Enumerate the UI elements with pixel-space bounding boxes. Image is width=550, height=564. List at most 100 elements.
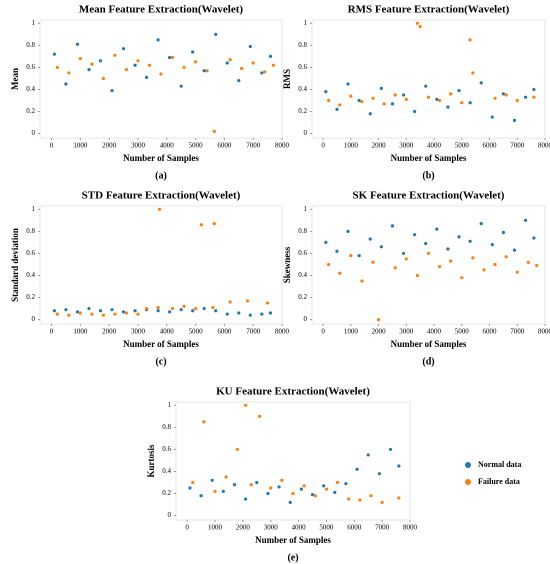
- point: [324, 90, 328, 94]
- point: [401, 93, 406, 97]
- point: [147, 63, 152, 67]
- x-tick-label: 5000: [189, 142, 204, 150]
- y-tick-label: 0.8: [26, 41, 35, 49]
- point: [460, 101, 464, 105]
- point: [156, 38, 160, 42]
- point: [90, 62, 94, 66]
- point: [113, 53, 117, 57]
- x-axis-label: Number of Samples: [391, 153, 467, 163]
- point: [490, 115, 494, 119]
- point: [437, 98, 442, 103]
- point: [67, 313, 71, 317]
- point: [338, 103, 342, 107]
- point: [55, 312, 59, 316]
- point: [288, 500, 292, 504]
- x-tick-label: 1000: [344, 142, 359, 150]
- point: [310, 493, 315, 497]
- point: [214, 32, 218, 36]
- x-tick-label: 2000: [102, 142, 117, 150]
- point: [291, 491, 295, 496]
- point: [251, 61, 255, 65]
- point: [358, 498, 362, 502]
- legend-marker: [465, 479, 471, 485]
- point: [335, 480, 340, 485]
- point: [333, 490, 337, 495]
- x-tick-label: 6000: [217, 328, 232, 336]
- y-tick-label: 0.8: [162, 423, 171, 431]
- point: [535, 263, 539, 268]
- legend-label: Normal data: [478, 460, 521, 469]
- y-tick-label: 1: [304, 19, 308, 27]
- y-axis-label: RMS: [282, 69, 292, 89]
- point: [515, 98, 519, 103]
- point: [260, 71, 264, 75]
- point: [235, 447, 239, 452]
- point: [170, 306, 175, 311]
- point: [168, 310, 172, 314]
- point: [268, 54, 273, 58]
- point: [460, 276, 464, 280]
- point: [523, 218, 528, 222]
- point: [191, 50, 195, 54]
- point: [263, 70, 267, 74]
- x-tick-label: 2000: [102, 328, 117, 336]
- x-tick-label: 0: [50, 142, 54, 150]
- point: [157, 207, 162, 211]
- point: [193, 60, 198, 64]
- point: [170, 55, 175, 60]
- point: [446, 247, 450, 251]
- point: [335, 249, 339, 253]
- plot-area: [39, 19, 283, 139]
- point: [265, 301, 270, 305]
- point: [228, 300, 232, 304]
- x-tick-label: 1000: [73, 328, 88, 336]
- y-axis-label: Mean: [10, 68, 20, 90]
- point: [188, 486, 192, 490]
- point: [327, 98, 331, 103]
- point: [523, 95, 528, 99]
- point: [490, 242, 494, 247]
- point: [156, 309, 160, 313]
- x-tick-label: 0: [185, 524, 189, 532]
- chart-title: SK Feature Extraction(Wavelet): [353, 190, 505, 202]
- point: [501, 92, 505, 96]
- point: [113, 312, 117, 316]
- point: [493, 96, 497, 100]
- y-tick-label: 0.2: [298, 107, 307, 115]
- point: [515, 270, 519, 274]
- point: [479, 222, 483, 226]
- chart-title: KU Feature Extraction(Wavelet): [216, 386, 370, 398]
- point: [199, 223, 203, 227]
- point: [199, 494, 203, 498]
- point: [133, 309, 137, 313]
- point: [67, 71, 71, 75]
- y-tick-label: 0.8: [298, 227, 307, 235]
- x-tick-label: 2000: [372, 142, 387, 150]
- x-axis-label: Number of Samples: [123, 153, 199, 163]
- y-tick-label: 0.2: [162, 489, 171, 497]
- point: [388, 447, 393, 452]
- point: [526, 260, 530, 264]
- point: [260, 312, 264, 316]
- point: [121, 310, 126, 314]
- point: [512, 118, 517, 122]
- point: [435, 227, 439, 231]
- point: [324, 487, 329, 491]
- point: [299, 487, 303, 491]
- point: [482, 268, 486, 272]
- y-tick-label: 0.4: [26, 271, 35, 279]
- point: [224, 475, 228, 479]
- point: [390, 224, 395, 228]
- x-tick-label: 6000: [217, 142, 232, 150]
- x-tick-label: 8000: [275, 328, 290, 336]
- point: [501, 230, 505, 235]
- point: [240, 66, 244, 71]
- x-tick-label: 0: [50, 328, 54, 336]
- point: [347, 497, 351, 501]
- y-axis-label: Standard deviation: [10, 228, 20, 302]
- point: [248, 44, 252, 49]
- point: [202, 69, 206, 73]
- point: [415, 21, 420, 25]
- point: [426, 251, 431, 256]
